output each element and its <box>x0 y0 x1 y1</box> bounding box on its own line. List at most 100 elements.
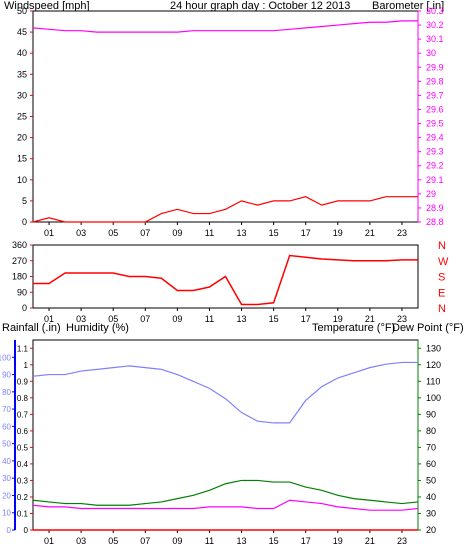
temperature-series-line <box>32 479 419 506</box>
direction-x-tick-label: 05 <box>108 314 118 324</box>
climate-x-tick-label: 07 <box>140 536 150 546</box>
humidity-y-tick-label: 70 <box>2 405 11 414</box>
climate-x-tick-label: 23 <box>397 536 407 546</box>
direction-x-tick-label: 11 <box>205 314 214 324</box>
barometer-y-tick-label: 30.2 <box>426 20 444 30</box>
wind-x-tick-label: 17 <box>301 228 311 238</box>
direction-x-tick-label: 13 <box>237 314 247 324</box>
direction-y-tick-label: 180 <box>12 272 27 282</box>
dewpoint-series-line <box>32 499 419 511</box>
direction-y-tick-label: 360 <box>12 240 27 250</box>
barometer-y-tick-label: 29.3 <box>426 147 444 157</box>
temperature-y-tick-label: 90 <box>426 409 436 419</box>
windspeed-y-tick-label: 40 <box>17 48 27 58</box>
climate-x-tick-label: 05 <box>108 536 118 546</box>
humidity-series-line <box>32 361 418 424</box>
barometer-y-tick-label: 28.8 <box>426 217 444 227</box>
wind-direction-series-line <box>33 254 418 306</box>
rainfall-axis-label: Rainfall (.in) <box>2 322 61 334</box>
barometer-y-tick-label: 30 <box>426 48 436 58</box>
direction-x-tick-label: 01 <box>44 314 54 324</box>
windspeed-axis-label: Windspeed [mph] <box>4 0 90 12</box>
temperature-y-tick-label: 20 <box>426 525 436 535</box>
wind-x-tick-label: 09 <box>172 228 182 238</box>
climate-x-tick-label: 13 <box>237 536 247 546</box>
barometer-axis-label: Barometer [.in] <box>372 0 444 12</box>
temperature-y-tick-label: 100 <box>426 393 441 403</box>
climate-x-tick-label: 21 <box>365 536 375 546</box>
climate-x-tick-label: 19 <box>333 536 343 546</box>
humidity-y-tick-label: 50 <box>2 440 11 449</box>
barometer-y-tick-label: 30.1 <box>426 34 444 44</box>
graph-title: 24 hour graph day : October 12 2013 <box>170 0 350 12</box>
windspeed-y-tick-label: 20 <box>17 133 27 143</box>
compass-label: S <box>438 272 445 284</box>
barometer-y-tick-label: 29.4 <box>426 133 444 143</box>
windspeed-y-tick-label: 50 <box>17 6 27 16</box>
humidity-y-tick-label: 0 <box>7 526 12 535</box>
barometer-y-tick-label: 29.8 <box>426 76 444 86</box>
climate-x-tick-label: 15 <box>269 536 279 546</box>
direction-x-tick-label: 21 <box>365 314 375 324</box>
direction-x-tick-label: 03 <box>76 314 86 324</box>
compass-label: N <box>438 303 446 315</box>
wind-x-tick-label: 01 <box>44 228 54 238</box>
rainfall-y-tick-label: 0.3 <box>17 476 29 485</box>
windspeed-y-tick-label: 45 <box>17 27 27 37</box>
humidity-y-tick-label: 90 <box>2 371 11 380</box>
humidity-y-tick-label: 100 <box>0 353 12 362</box>
humidity-y-tick-label: 60 <box>2 422 11 431</box>
rainfall-y-tick-label: 0.7 <box>17 410 29 419</box>
direction-y-tick-label: 0 <box>22 303 27 313</box>
temperature-y-tick-label: 30 <box>426 508 436 518</box>
barometer-y-tick-label: 29.5 <box>426 119 444 129</box>
barometer-y-tick-label: 28.9 <box>426 203 444 213</box>
wind-x-tick-label: 05 <box>108 228 118 238</box>
wind-x-tick-label: 13 <box>237 228 247 238</box>
barometer-series-line <box>32 20 418 33</box>
direction-x-tick-label: 07 <box>140 314 150 324</box>
wind-x-tick-label: 03 <box>76 228 86 238</box>
temperature-y-tick-label: 40 <box>426 492 436 502</box>
barometer-y-tick-label: 29.7 <box>426 90 444 100</box>
humidity-y-tick-label: 40 <box>2 457 11 466</box>
direction-x-tick-label: 09 <box>172 314 182 324</box>
rainfall-y-tick-label: 1.1 <box>17 344 29 353</box>
direction-y-tick-label: 270 <box>12 256 27 266</box>
temperature-y-tick-label: 130 <box>426 343 441 353</box>
barometer-y-tick-label: 30.3 <box>426 6 444 16</box>
windspeed-y-tick-label: 25 <box>17 112 27 122</box>
barometer-y-tick-label: 29.2 <box>426 161 444 171</box>
windspeed-y-tick-label: 5 <box>22 196 27 206</box>
wind-x-tick-label: 07 <box>140 228 150 238</box>
compass-label: E <box>438 287 445 299</box>
wind-x-tick-label: 23 <box>397 228 407 238</box>
humidity-y-tick-label: 20 <box>2 491 11 500</box>
compass-label: W <box>438 256 449 268</box>
windspeed-y-tick-label: 15 <box>17 154 27 164</box>
windspeed-series-line <box>32 196 418 223</box>
temperature-y-tick-label: 110 <box>426 376 440 386</box>
humidity-y-tick-label: 10 <box>2 509 11 518</box>
rainfall-y-tick-label: 0 <box>24 526 29 535</box>
climate-x-tick-label: 03 <box>76 536 86 546</box>
climate-x-tick-label: 01 <box>44 536 54 546</box>
direction-x-tick-label: 23 <box>397 314 407 324</box>
temperature-y-tick-label: 50 <box>426 475 436 485</box>
windspeed-y-tick-label: 35 <box>17 69 27 79</box>
windspeed-y-tick-label: 10 <box>17 175 27 185</box>
wind-x-tick-label: 21 <box>365 228 375 238</box>
humidity-y-tick-label: 30 <box>2 474 11 483</box>
temperature-y-tick-label: 70 <box>426 442 436 452</box>
direction-x-tick-label: 17 <box>301 314 311 324</box>
humidity-axis-label: Humidity (%) <box>66 322 129 334</box>
wind-x-tick-label: 19 <box>333 228 343 238</box>
direction-x-tick-label: 19 <box>333 314 343 324</box>
barometer-y-tick-label: 29.1 <box>426 175 444 185</box>
rainfall-y-tick-label: 0.2 <box>17 493 29 502</box>
rainfall-y-tick-label: 0.9 <box>17 377 29 386</box>
wind-x-tick-label: 15 <box>269 228 279 238</box>
